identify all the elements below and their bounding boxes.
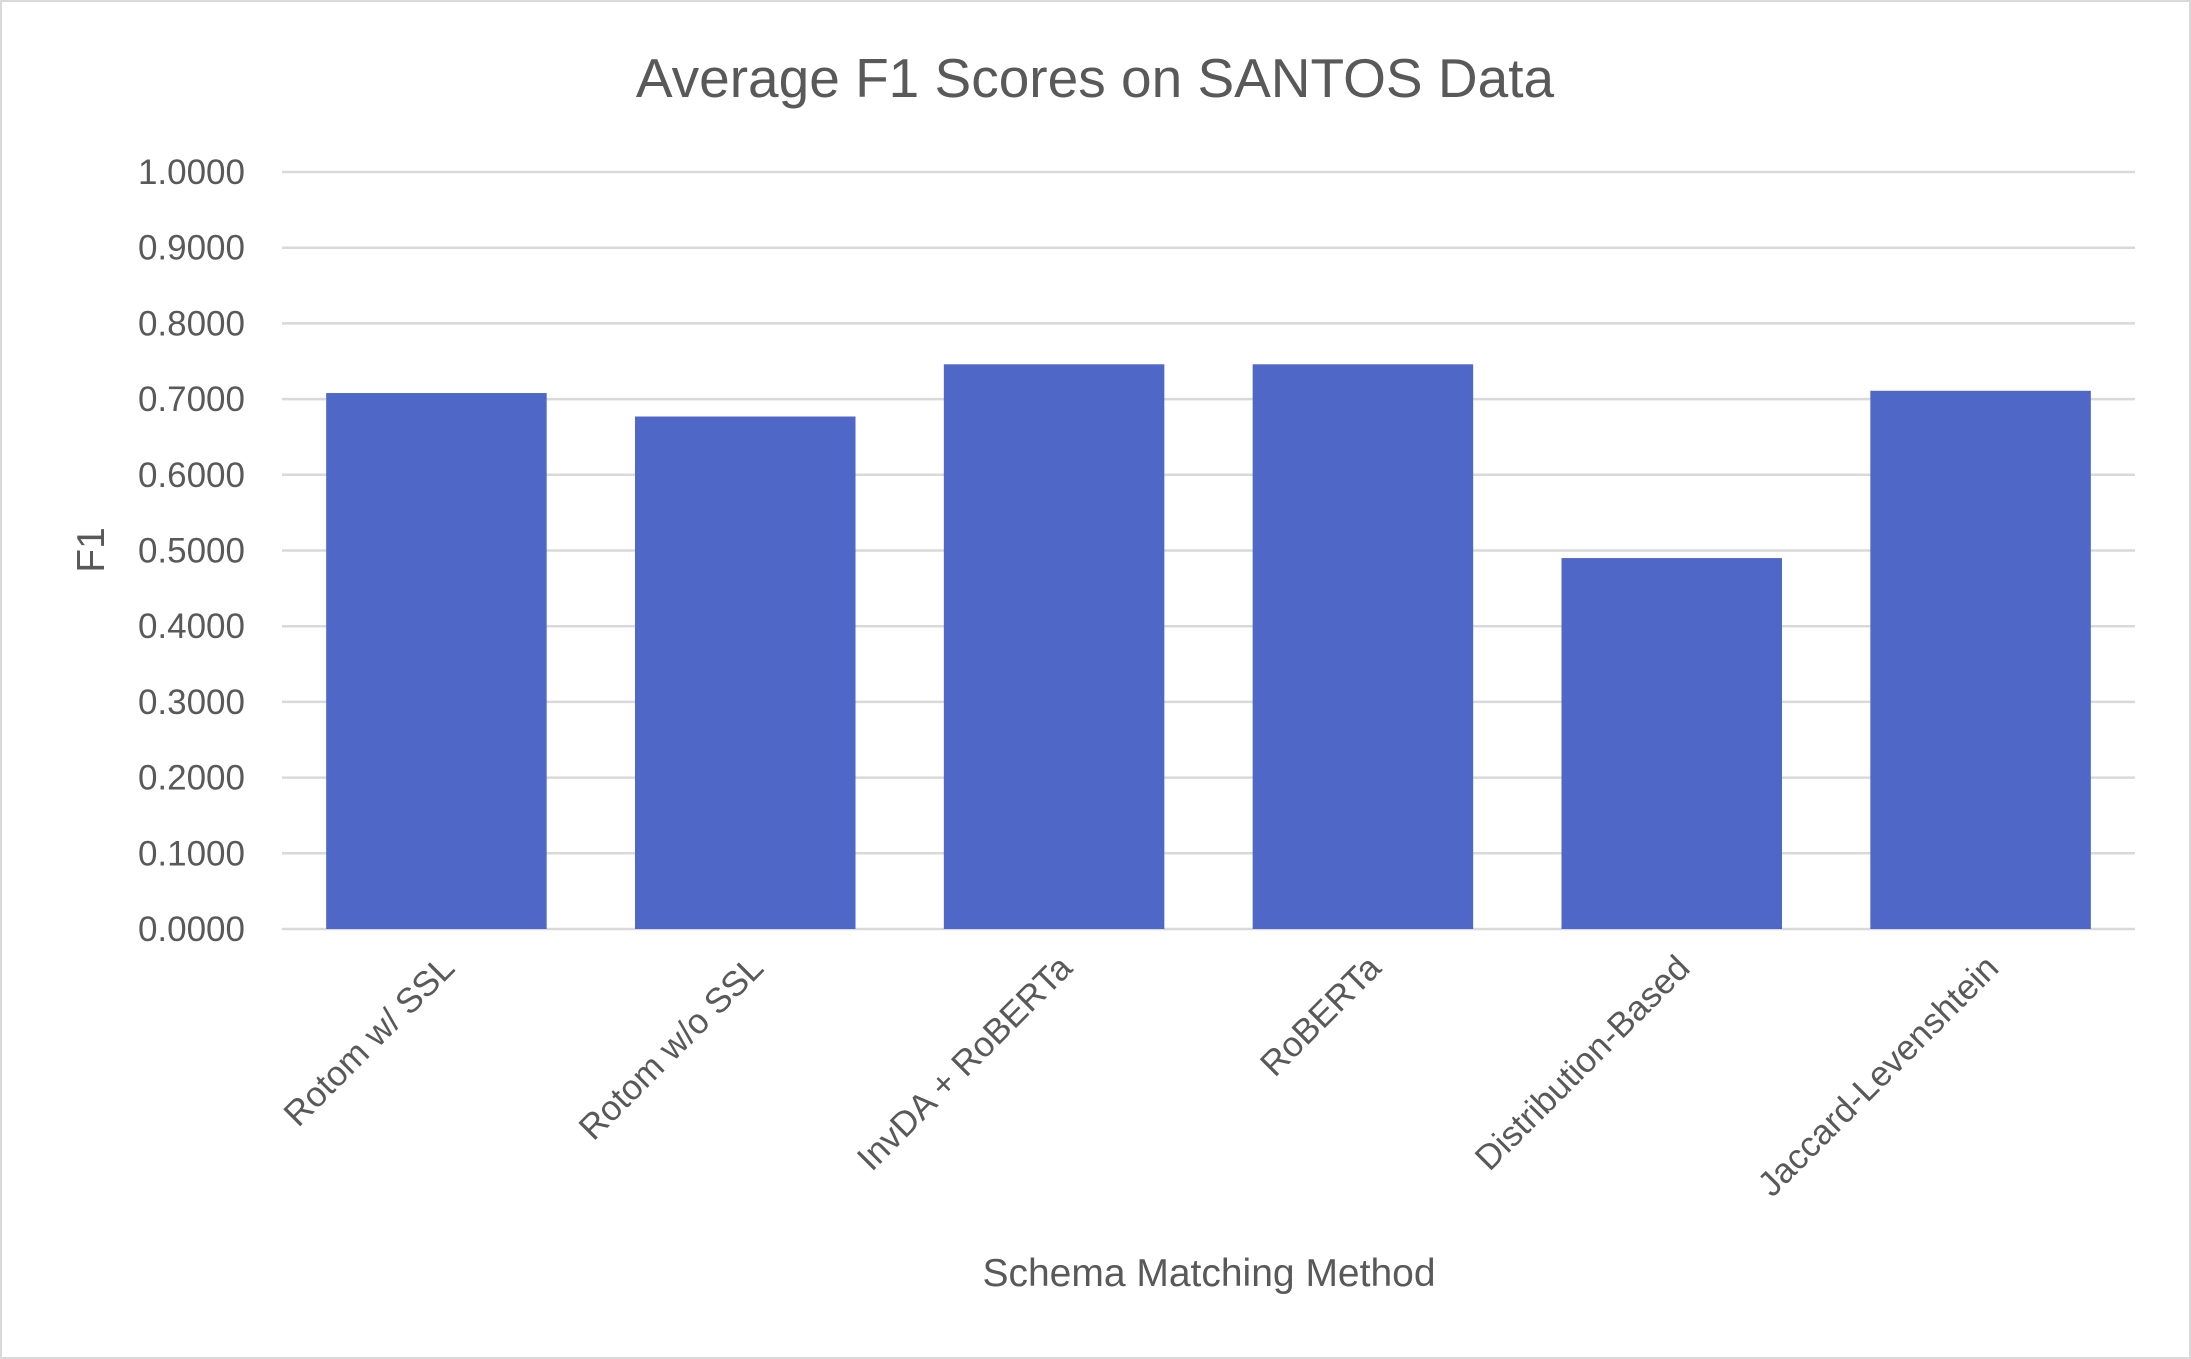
x-tick-label: Rotom w/ SSL [276, 948, 462, 1134]
x-tick-label: RoBERTa [1253, 948, 1389, 1084]
x-tick-label: Jaccard-Levenshtein [1750, 948, 2006, 1204]
y-tick-label: 0.1000 [138, 834, 245, 873]
chart-title: Average F1 Scores on SANTOS Data [636, 47, 1555, 109]
y-tick-label: 0.7000 [138, 380, 245, 419]
bar [943, 364, 1165, 929]
y-axis-title: F1 [70, 527, 113, 573]
x-axis-ticks: Rotom w/ SSL Rotom w/o SSL InvDA + RoBERTa… [276, 948, 2006, 1204]
y-tick-label: 0.4000 [138, 607, 245, 646]
y-tick-label: 0.3000 [138, 683, 245, 722]
x-axis-title: Schema Matching Method [982, 1252, 1435, 1295]
y-tick-label: 1.0000 [138, 153, 245, 192]
gridlines [282, 170, 2135, 931]
y-tick-label: 0.8000 [138, 304, 245, 343]
bars [326, 364, 2091, 929]
y-tick-label: 0.0000 [138, 910, 245, 949]
x-tick-label: InvDA + RoBERTa [850, 948, 1080, 1178]
bar [326, 393, 547, 929]
x-tick-label: Distribution-Based [1468, 948, 1698, 1178]
bar [1870, 390, 2091, 929]
bar [1252, 364, 1474, 929]
y-axis-ticks: 0.0000 0.1000 0.2000 0.3000 0.4000 0.5000 0.60… [138, 153, 245, 949]
y-tick-label: 0.6000 [138, 456, 245, 495]
y-tick-label: 0.5000 [138, 532, 245, 571]
y-tick-label: 0.2000 [138, 759, 245, 798]
y-tick-label: 0.9000 [138, 229, 245, 268]
bar [1561, 558, 1783, 929]
bar [634, 416, 856, 929]
x-tick-label: Rotom w/o SSL [571, 948, 771, 1148]
